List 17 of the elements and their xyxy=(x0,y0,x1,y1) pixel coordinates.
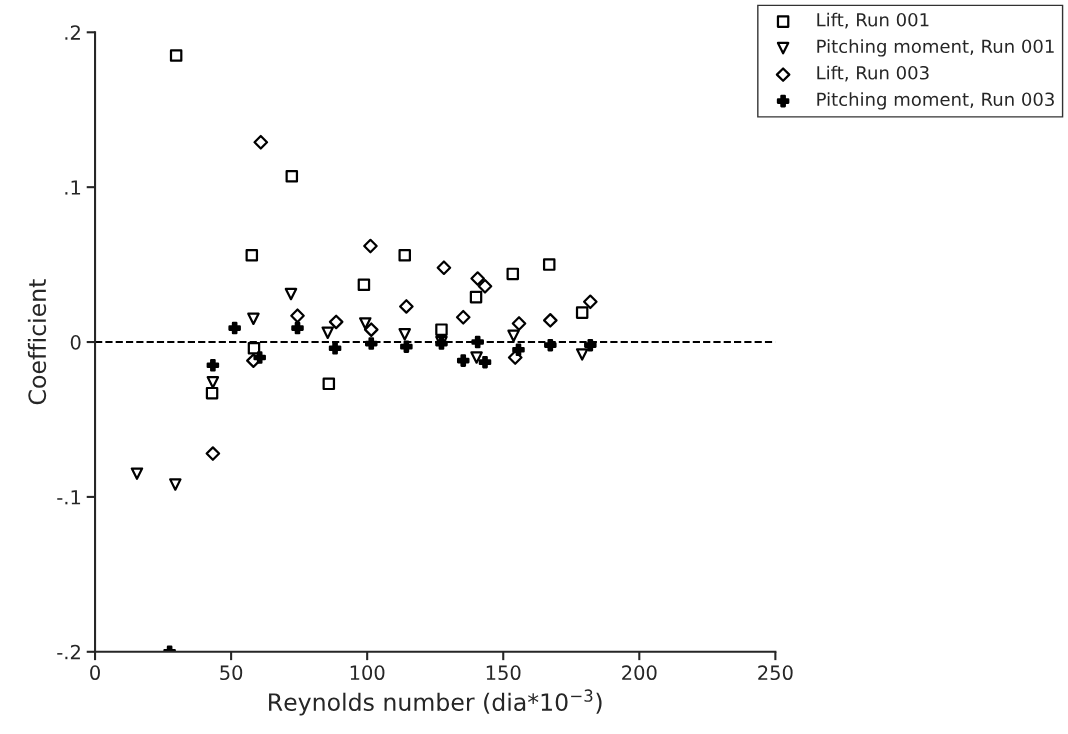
x-tick-label: 100 xyxy=(350,665,385,681)
x-axis-title: Reynolds number (dia*10$^{−3}$) xyxy=(269,689,602,716)
legend-label: Lift, Run 003 xyxy=(817,65,929,82)
y-tick-label: -.2 xyxy=(57,644,80,660)
x-tick-label: 200 xyxy=(622,665,657,681)
y-tick-label: .2 xyxy=(65,25,80,40)
legend-label: Lift, Run 001 xyxy=(817,12,929,29)
y-tick-label: 0 xyxy=(70,335,81,350)
legend-label: Pitching moment, Run 003 xyxy=(817,92,1054,110)
legend-label: Pitching moment, Run 001 xyxy=(817,39,1054,57)
y-tick-label: .1 xyxy=(65,180,81,195)
x-tick-label: 0 xyxy=(90,665,100,681)
y-axis-title: Coefficient xyxy=(27,279,47,405)
x-tick-label: 150 xyxy=(486,665,521,681)
x-tick-label: 250 xyxy=(758,665,793,681)
x-tick-label: 50 xyxy=(220,665,243,681)
y-tick-label: -.1 xyxy=(57,490,81,505)
